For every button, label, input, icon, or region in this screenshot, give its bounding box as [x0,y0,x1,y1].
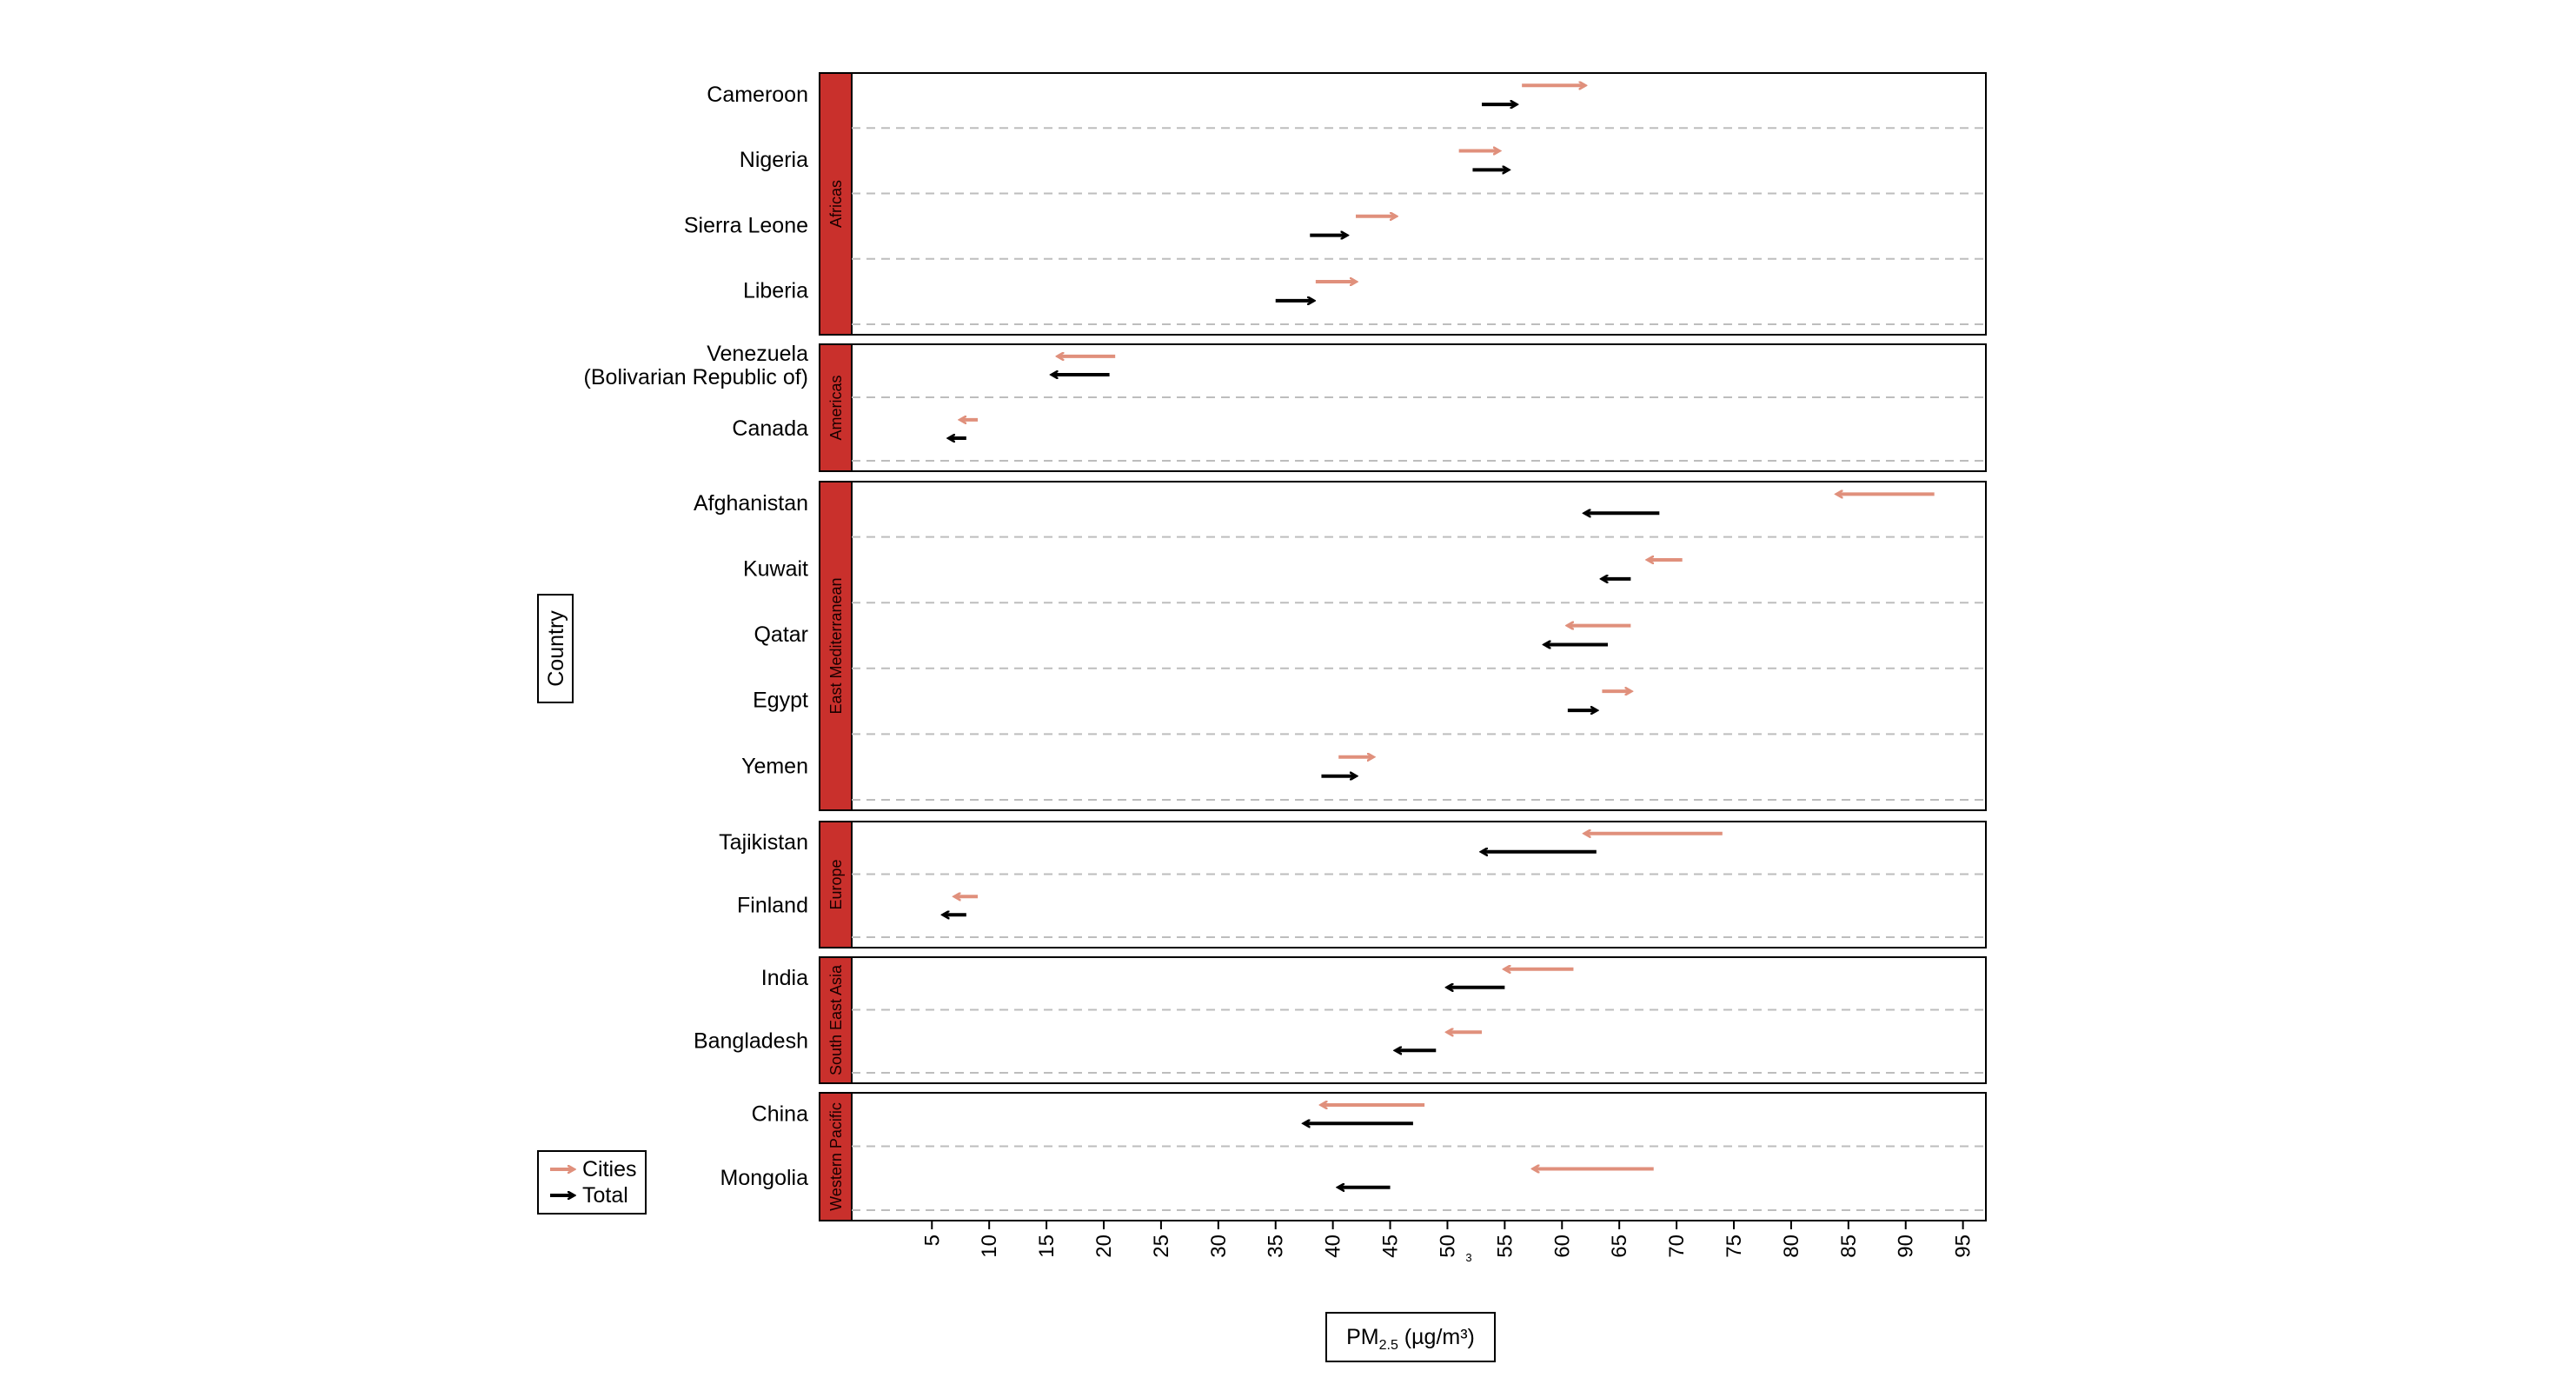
legend-cities-label: Cities [582,1157,637,1181]
panel-western-pacific: Western Pacific China Mongolia [720,1092,1987,1221]
x-tick-label: 70 [1665,1235,1689,1258]
panel-frame [819,956,1987,1084]
country-label: Nigeria [740,148,808,172]
country-row: Egypt [753,689,1986,735]
panel-strip [819,343,853,472]
x-tick-label: 45 [1379,1235,1403,1258]
country-row: Sierra Leone [684,213,1986,260]
country-label: Venezuela (Bolivarian Republic of) [584,342,809,389]
x-tick-label: 85 [1837,1235,1861,1258]
country-row: Kuwait [743,557,1986,604]
country-row: India [761,966,1986,1011]
country-label: Mongolia [720,1166,809,1190]
country-label: Afghanistan [694,491,808,516]
country-label: Egypt [753,689,808,713]
panel-frame [819,343,1987,472]
panel-frame [819,1092,1987,1221]
x-tick-label: 60 [1550,1235,1574,1258]
legend-box [537,1150,647,1215]
country-row: China [752,1101,1986,1148]
panel-americas: Americas Venezuela (Bolivarian Republic of… [584,342,1987,472]
country-row: Afghanistan [694,491,1986,538]
x-axis-title-text: PM2.5 (µg/m³) [1346,1325,1475,1353]
x-tick-label: 90 [1895,1235,1918,1258]
y-axis-title-box [537,594,574,703]
y-axis-title-text: Country [544,610,568,687]
country-label: Yemen [741,754,808,778]
country-label: Cameroon [707,83,808,107]
x-tick-label: 95 [1952,1235,1975,1258]
region-label: Western Pacific [827,1102,845,1211]
country-row: Liberia [743,279,1986,325]
panel-strip [819,1092,853,1221]
panel-strip [819,956,853,1084]
country-label: Kuwait [743,557,808,582]
panels-layer: Africas Cameroon Nigeria Sierra Leone Liberi… [584,72,1987,1221]
x-tick-label: 65 [1608,1235,1631,1258]
country-label: Finland [737,893,808,917]
x-axis-title-units: (µg/m³) [1398,1325,1475,1349]
country-row: Canada [732,416,1986,462]
country-row: Qatar [754,622,1986,669]
country-label: Liberia [743,279,808,303]
x-tick-label: 35 [1265,1235,1288,1258]
country-label: Tajikistan [719,830,808,855]
y-axis-title: Country [537,594,574,703]
x-tick-label: 30 [1207,1235,1231,1258]
region-label: East Mediterranean [827,577,845,714]
country-row: Tajikistan [719,830,1986,875]
x-axis-title-box [1325,1312,1496,1362]
country-row: Nigeria [740,148,1986,195]
panel-strip [819,481,853,811]
x-tick-label: 10 [978,1235,1001,1258]
panel-strip [819,821,853,948]
region-label: South East Asia [827,964,845,1075]
x-tick-label: 55 [1493,1235,1517,1258]
legend-total-label: Total [582,1183,628,1208]
country-row: Venezuela (Bolivarian Republic of) [584,342,1986,398]
country-label: Canada [732,416,808,441]
country-row: Bangladesh [694,1028,1986,1074]
x-tick-label: 40 [1322,1235,1345,1258]
region-label: Americas [827,375,845,440]
country-label: India [761,966,808,990]
x-tick-label: 75 [1723,1235,1746,1258]
panel-strip [819,72,853,336]
country-row: Finland [737,893,1986,938]
region-label: Europe [827,859,845,909]
legend: Cities Total [537,1150,647,1215]
country-row: Mongolia [720,1166,1986,1211]
panel-frame [819,72,1987,336]
panel-east-mediterranean: East Mediterranean Afghanistan Kuwait Qatar… [694,481,1987,811]
panel-africas: Africas Cameroon Nigeria Sierra Leone Liberi… [684,72,1987,336]
panel-europe: Europe Tajikistan Finland [719,821,1987,948]
x-tick-label: 25 [1150,1235,1173,1258]
country-label: Qatar [754,622,808,647]
x-tick-label: 20 [1092,1235,1116,1258]
x-axis-title-subscript: 2.5 [1379,1338,1398,1353]
x-axis: 5 10 15 20 25 30 35 40 45 50 55 60 65 70 75 80 85 90 95 [920,1221,1975,1258]
x-tick-label: 15 [1035,1235,1059,1258]
country-label: Sierra Leone [684,213,808,237]
x-tick-label: 80 [1780,1235,1803,1258]
country-label: Bangladesh [694,1028,808,1053]
panel-south-east-asia: South East Asia India Bangladesh [694,956,1987,1084]
axis-stray-note: 3 [1465,1251,1471,1264]
x-axis-title: PM2.5 (µg/m³) [1325,1312,1496,1362]
region-label: Africas [827,180,845,228]
x-axis-title-main: PM [1346,1325,1379,1349]
panel-frame [819,481,1987,811]
x-tick-label: 50 [1436,1235,1459,1258]
country-row: Cameroon [707,83,1986,130]
x-tick-label: 5 [920,1235,944,1246]
country-row: Yemen [741,754,1986,801]
panel-frame [819,821,1987,948]
country-label: China [752,1101,808,1126]
